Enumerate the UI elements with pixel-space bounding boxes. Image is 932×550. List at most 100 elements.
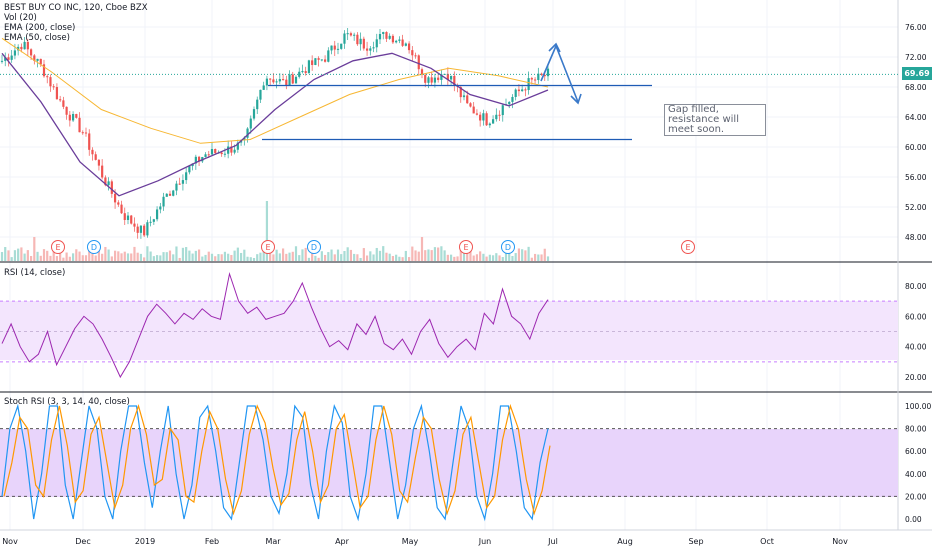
y-tick-label: 64.00 bbox=[905, 113, 927, 122]
candle-body bbox=[155, 209, 159, 220]
candle-body bbox=[197, 156, 201, 162]
projection-path bbox=[540, 43, 579, 103]
volume-bar bbox=[165, 252, 168, 261]
candle-body bbox=[365, 48, 369, 51]
volume-bar bbox=[398, 256, 401, 261]
stoch-band bbox=[0, 429, 898, 497]
projection-arrows[interactable] bbox=[540, 42, 582, 105]
annotation-note[interactable]: Gap filled, resistance will meet soon. bbox=[664, 104, 766, 136]
volume-bar bbox=[181, 247, 185, 261]
candle-body bbox=[65, 106, 68, 115]
candle-body bbox=[143, 225, 146, 236]
price-candles bbox=[0, 27, 550, 239]
volume-bar bbox=[353, 253, 356, 261]
candle-body bbox=[417, 55, 420, 70]
volume-bar bbox=[294, 246, 298, 261]
volume-bar bbox=[479, 251, 482, 261]
volume-bar bbox=[236, 247, 239, 261]
candle-body bbox=[262, 85, 265, 90]
candle-body bbox=[533, 79, 537, 81]
candle-body bbox=[485, 113, 488, 126]
y-tick-label: 76.00 bbox=[905, 23, 927, 32]
volume-bar bbox=[88, 246, 91, 261]
stoch-k-line bbox=[1, 403, 549, 522]
volume-bar bbox=[230, 254, 233, 261]
event-marker-label: E bbox=[265, 243, 270, 252]
candle-body bbox=[304, 71, 307, 73]
volume-bar bbox=[4, 247, 7, 261]
volume-bar bbox=[188, 250, 191, 261]
volume-bar bbox=[191, 253, 194, 261]
volume-bar bbox=[49, 255, 52, 261]
volume-bar bbox=[91, 248, 94, 261]
support-resistance-levels[interactable] bbox=[0, 73, 898, 141]
candle-body bbox=[36, 58, 39, 61]
candle-body bbox=[236, 142, 239, 150]
volume-bar bbox=[307, 257, 311, 261]
volume-bar bbox=[330, 249, 333, 261]
volume-bar bbox=[443, 250, 446, 261]
volume-bar bbox=[533, 253, 537, 261]
volume-bar bbox=[62, 257, 65, 261]
price-axis[interactable]: 76.00 72.00 68.00 64.00 60.00 56.00 52.00 48.00… bbox=[905, 23, 931, 524]
candle-body bbox=[298, 71, 301, 77]
volume-bar bbox=[113, 250, 117, 261]
volume-bar bbox=[311, 250, 314, 261]
candle-body bbox=[401, 39, 404, 46]
volume-bar bbox=[346, 247, 349, 261]
volume-bar bbox=[185, 247, 188, 261]
x-tick-label: Jul bbox=[547, 537, 558, 546]
volume-bar bbox=[120, 253, 123, 261]
ema50-legend: EMA (50, close) bbox=[4, 33, 70, 43]
candle-body bbox=[317, 58, 320, 60]
candle-body bbox=[327, 50, 330, 62]
volume-bar bbox=[375, 247, 378, 261]
dividend-marker bbox=[307, 240, 321, 254]
candle-body bbox=[459, 86, 462, 98]
volume-bar bbox=[29, 255, 33, 261]
volume-bar bbox=[382, 246, 385, 261]
candle-body bbox=[246, 128, 249, 138]
volume-bar bbox=[466, 249, 469, 261]
candle-body bbox=[475, 113, 479, 115]
candle-body bbox=[188, 166, 191, 173]
candle-body bbox=[243, 137, 246, 141]
volume-bar bbox=[249, 257, 252, 261]
rsi-band bbox=[0, 301, 898, 360]
volume-bar bbox=[472, 255, 475, 261]
x-tick-label: Mar bbox=[265, 537, 281, 546]
candle-body bbox=[540, 73, 543, 75]
volume-bar bbox=[314, 255, 317, 261]
candle-body bbox=[407, 43, 411, 51]
y-tick-label: 68.00 bbox=[905, 83, 927, 92]
candle-body bbox=[46, 76, 49, 78]
candle-body bbox=[546, 68, 550, 77]
candle-body bbox=[165, 193, 168, 197]
candle-body bbox=[353, 34, 356, 36]
candle-body bbox=[449, 75, 453, 80]
volume-bar bbox=[220, 254, 223, 261]
volume-bar bbox=[17, 248, 20, 261]
volume-bar bbox=[252, 257, 256, 261]
volume-bar bbox=[508, 250, 511, 261]
candle-body bbox=[110, 181, 113, 194]
volume-bar bbox=[540, 254, 543, 261]
volume-bar bbox=[530, 257, 533, 261]
volume-bar bbox=[262, 248, 265, 261]
candle-body bbox=[230, 146, 233, 153]
candle-body bbox=[508, 101, 511, 105]
candle-body bbox=[178, 183, 181, 185]
candle-body bbox=[123, 213, 126, 220]
volume-bar bbox=[475, 254, 479, 261]
volume-bar bbox=[356, 254, 359, 261]
candle-body bbox=[543, 74, 546, 77]
volume-bar bbox=[388, 253, 391, 261]
y-tick-label: 60.00 bbox=[905, 447, 927, 456]
volume-bar bbox=[288, 252, 291, 261]
time-axis[interactable]: Nov Dec 2019 Feb Mar Apr May Jun Jul Aug Sep Oct Nov bbox=[2, 537, 848, 546]
candle-body bbox=[427, 77, 430, 83]
x-tick-label: Jun bbox=[478, 537, 492, 546]
volume-bar bbox=[59, 253, 62, 261]
